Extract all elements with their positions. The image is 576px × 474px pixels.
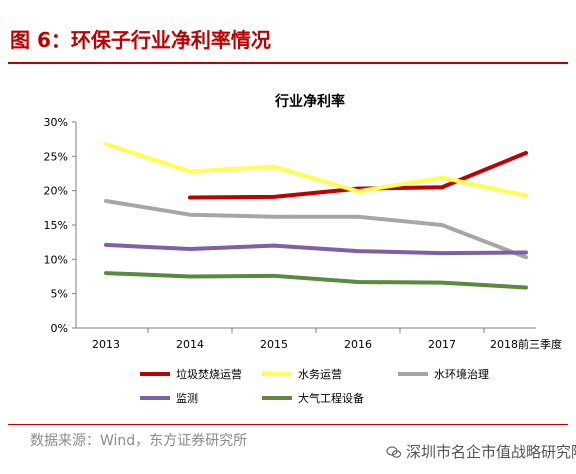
watermark: 深圳市名企市值战略研究院 [386,441,576,462]
x-tick-label: 2017 [428,338,456,351]
y-tick-label: 30% [44,116,68,129]
x-tick-label: 2015 [260,338,288,351]
source-note: 数据来源：Wind，东方证券研究所 [30,433,248,449]
y-tick-label: 25% [44,150,68,163]
legend-label: 水务运营 [298,367,342,381]
figure-title: 图 6：环保子行业净利率情况 [10,28,271,52]
legend-label: 水环境治理 [434,367,489,381]
chart-title: 行业净利率 [274,93,345,110]
legend-label: 大气工程设备 [298,391,364,405]
y-tick-label: 20% [44,185,68,198]
title-divider [8,62,568,64]
series-line [104,198,528,260]
x-tick-label: 2018前三季度 [490,337,562,351]
x-tick-label: 2016 [344,338,372,351]
series-line [188,150,528,200]
series-line [104,242,528,256]
wechat-icon [386,445,402,458]
legend-label: 垃圾焚烧运营 [176,367,242,381]
chart-axes: 0% 5% 10% 15% 20% 25% 30% 2013 2014 2015 2016 2017 2… [44,116,562,351]
x-tick-label: 2014 [176,338,204,351]
y-tick-label: 10% [44,253,68,266]
source-divider [8,424,568,425]
series-line [104,271,528,290]
watermark-text: 深圳市名企市值战略研究院 [406,443,576,461]
y-tick-label: 0% [51,322,68,335]
y-tick-label: 5% [51,288,68,301]
series-layer [104,141,528,290]
y-tick-label: 15% [44,219,68,232]
series-line [104,141,528,198]
legend-label: 监测 [176,392,198,405]
x-tick-label: 2013 [92,338,120,351]
